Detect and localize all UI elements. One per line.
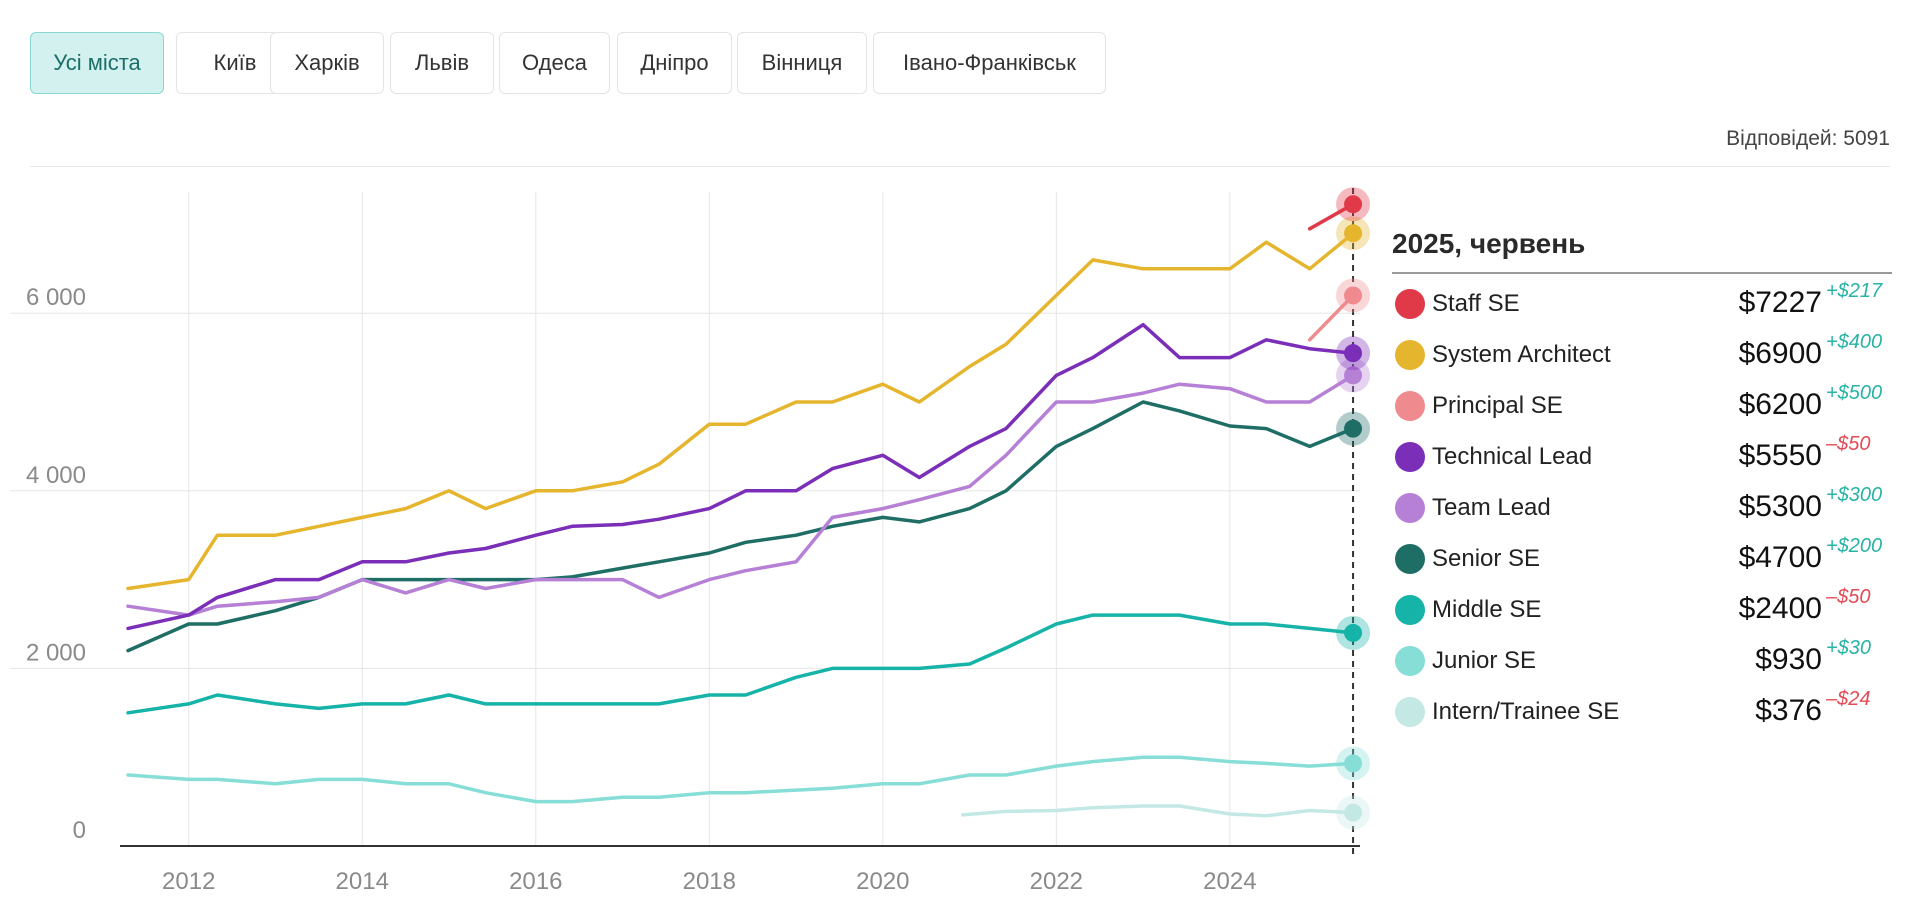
legend-item-value: $6200: [1738, 388, 1822, 421]
legend-item-value: $5550: [1738, 439, 1822, 472]
legend-item-name: Intern/Trainee SE: [1432, 698, 1620, 725]
tab-7[interactable]: Івано-Франківськ: [873, 32, 1106, 94]
series-end-point-system-architect: [1344, 224, 1363, 243]
legend-item-value: $4700: [1738, 541, 1822, 574]
legend-item-name: Middle SE: [1432, 596, 1542, 623]
series-end-point-middle-se: [1344, 623, 1363, 642]
legend-item-delta: +$30: [1826, 637, 1872, 659]
legend-item-delta: +$217: [1826, 280, 1883, 302]
legend-item-delta: +$500: [1826, 382, 1883, 404]
legend-item-delta: –$24: [1826, 688, 1871, 710]
series-end-point-intern-trainee-se: [1344, 803, 1363, 822]
x-tick-label: 2020: [856, 868, 909, 895]
tab-5[interactable]: Дніпро: [617, 32, 732, 94]
series-line-intern-trainee-se: [960, 804, 1355, 818]
salary-line-chart: 0 2 000 4 000 6 000 2012 2014 2016 2018 2020 2022…: [10, 187, 1371, 895]
legend-item: Principal SE $6200 +$500: [1392, 380, 1892, 431]
x-tick-label: 2014: [336, 868, 389, 895]
legend-item: Intern/Trainee SE $376 –$24: [1392, 686, 1892, 737]
legend-color-dot: [1395, 340, 1425, 370]
legend-item-value: $376: [1755, 694, 1822, 727]
legend-item-name: Staff SE: [1432, 290, 1520, 317]
series-line-principal-se: [1307, 293, 1355, 342]
legend-color-dot: [1395, 493, 1425, 523]
legend-item-name: Principal SE: [1432, 392, 1563, 419]
legend-divider: [1392, 272, 1892, 274]
series-line-technical-lead: [126, 322, 1355, 631]
tab-4[interactable]: Одеса: [499, 32, 610, 94]
series-end-point-principal-se: [1344, 286, 1363, 305]
tab-3[interactable]: Львів: [390, 32, 494, 94]
series-line-team-lead: [126, 373, 1355, 617]
legend-color-dot: [1395, 391, 1425, 421]
legend-color-dot: [1395, 697, 1425, 727]
series-line-system-architect: [126, 231, 1355, 591]
legend-panel: 2025, червень Staff SE $7227 +$217 System A…: [1392, 228, 1892, 737]
series-end-point-senior-se: [1344, 419, 1363, 438]
legend-title: 2025, червень: [1392, 228, 1586, 259]
legend-color-dot: [1395, 595, 1425, 625]
legend-color-dot: [1395, 289, 1425, 319]
legend-item-name: Junior SE: [1432, 647, 1537, 674]
tab-6[interactable]: Вінниця: [737, 32, 867, 94]
tab-2[interactable]: Харків: [270, 32, 384, 94]
responses-count: Відповідей: 5091: [1726, 127, 1890, 150]
x-tick-label: 2016: [509, 868, 562, 895]
legend-item-delta: +$400: [1826, 331, 1883, 353]
x-tick-label: 2018: [683, 868, 736, 895]
legend-item-name: System Architect: [1432, 341, 1611, 368]
series-end-point-technical-lead: [1344, 344, 1363, 363]
legend-item-delta: +$300: [1826, 484, 1883, 506]
legend-item: Staff SE $7227 +$217: [1392, 278, 1892, 329]
legend-color-dot: [1395, 646, 1425, 676]
legend-item: Junior SE $930 +$30: [1392, 635, 1892, 686]
legend-item-delta: +$200: [1826, 535, 1883, 557]
y-tick-label: 0: [73, 817, 86, 844]
legend-item-value: $7227: [1738, 286, 1822, 319]
x-tick-label: 2024: [1203, 868, 1256, 895]
legend-item-name: Senior SE: [1432, 545, 1541, 572]
series-end-point-staff-se: [1344, 195, 1363, 214]
series-end-point-team-lead: [1344, 366, 1363, 385]
legend-item: System Architect $6900 +$400: [1392, 329, 1892, 380]
tab-0[interactable]: Усі міста: [30, 32, 164, 94]
legend-item-delta: –$50: [1826, 433, 1871, 455]
legend-color-dot: [1395, 442, 1425, 472]
x-tick-label: 2022: [1030, 868, 1083, 895]
legend-item-value: $2400: [1738, 592, 1822, 625]
legend-item-value: $6900: [1738, 337, 1822, 370]
y-tick-label: 4 000: [26, 462, 86, 489]
legend-item: Technical Lead $5550 –$50: [1392, 431, 1892, 482]
header-divider: [30, 166, 1890, 167]
legend-item-value: $5300: [1738, 490, 1822, 523]
legend-item: Middle SE $2400 –$50: [1392, 584, 1892, 635]
legend-item-name: Technical Lead: [1432, 443, 1593, 470]
series-end-point-junior-se: [1344, 754, 1363, 773]
legend-item-name: Team Lead: [1432, 494, 1551, 521]
legend-item: Team Lead $5300 +$300: [1392, 482, 1892, 533]
legend-item-delta: –$50: [1826, 586, 1871, 608]
series-line-junior-se: [126, 755, 1355, 804]
y-tick-label: 2 000: [26, 639, 86, 666]
x-tick-label: 2012: [162, 868, 215, 895]
series-line-middle-se: [126, 613, 1355, 715]
legend-item: Senior SE $4700 +$200: [1392, 533, 1892, 584]
y-tick-label: 6 000: [26, 284, 86, 311]
legend-item-value: $930: [1755, 643, 1822, 676]
legend-color-dot: [1395, 544, 1425, 574]
